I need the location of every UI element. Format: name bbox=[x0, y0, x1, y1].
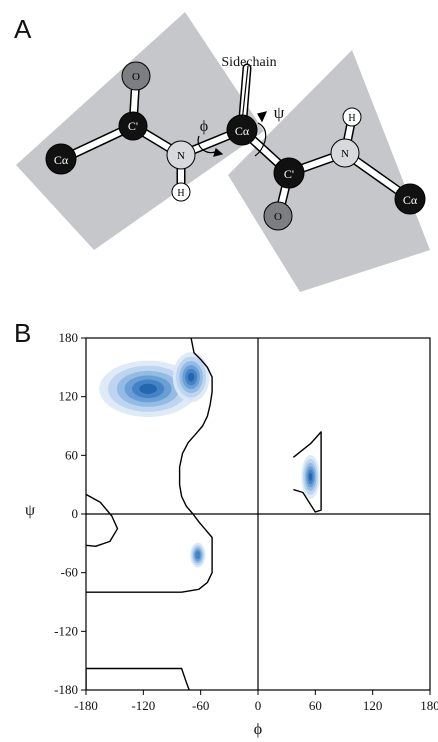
panel-b-letter: B bbox=[14, 318, 32, 348]
zero-axis-lines bbox=[86, 338, 430, 690]
phi-symbol: ϕ bbox=[200, 118, 208, 135]
svg-text:Cα: Cα bbox=[54, 153, 69, 167]
svg-text:C': C' bbox=[128, 119, 138, 133]
density-cluster-alpha-R bbox=[190, 542, 206, 568]
x-axis-ticks: -180 -120 -60 0 60 120 180 bbox=[74, 690, 438, 713]
atom-c-prime-right: C' bbox=[273, 157, 305, 189]
atom-c-prime-left: C' bbox=[118, 111, 148, 141]
x-tick-label: 0 bbox=[255, 698, 262, 713]
allowed-region-boundaries bbox=[86, 338, 322, 690]
density-cluster-alpha-L bbox=[301, 454, 320, 499]
y-tick-label: 60 bbox=[65, 447, 78, 462]
atom-ca-center: Cα bbox=[226, 114, 258, 146]
svg-text:C': C' bbox=[284, 167, 294, 181]
atom-h-right: H bbox=[342, 107, 362, 127]
y-tick-label: -120 bbox=[54, 623, 78, 638]
x-tick-label: 60 bbox=[309, 698, 322, 713]
panel-a-letter: A bbox=[14, 14, 32, 44]
y-tick-label: 0 bbox=[72, 506, 79, 521]
svg-text:H: H bbox=[348, 113, 355, 124]
y-axis-ticks: 180 120 60 0 -60 -120 -180 bbox=[54, 330, 86, 697]
y-tick-label: 120 bbox=[59, 389, 79, 404]
svg-text:H: H bbox=[177, 188, 184, 199]
panel-a-molecule: Cα O C' N H Cα C' O bbox=[16, 12, 430, 292]
atom-h-left: H bbox=[171, 182, 191, 202]
density-level-beta-5 bbox=[139, 383, 157, 394]
density-layer bbox=[99, 352, 320, 568]
y-axis-label: ψ bbox=[25, 502, 35, 519]
y-tick-label: -180 bbox=[54, 682, 78, 697]
atom-ca-left: Cα bbox=[45, 143, 77, 175]
x-tick-label: 180 bbox=[420, 698, 438, 713]
x-axis-label: ϕ bbox=[254, 721, 262, 738]
boundary-line-0 bbox=[86, 338, 213, 593]
psi-rotation-arrow bbox=[254, 111, 268, 157]
svg-text:O: O bbox=[132, 71, 140, 83]
atom-o-right: O bbox=[263, 201, 293, 231]
svg-text:O: O bbox=[274, 211, 282, 223]
boundary-line-3 bbox=[86, 667, 190, 690]
svg-text:N: N bbox=[177, 150, 185, 162]
density-level-alpha-L-5 bbox=[308, 472, 313, 481]
svg-text:Cα: Cα bbox=[235, 124, 250, 138]
psi-symbol: ψ bbox=[274, 103, 285, 122]
y-tick-label: -60 bbox=[61, 565, 78, 580]
boundary-line-2 bbox=[292, 431, 322, 513]
ramachandran-plot: -180 -120 -60 0 60 120 180 180120600-60-120-18… bbox=[25, 330, 438, 738]
density-cluster-beta-ppII bbox=[172, 352, 210, 403]
peptide-plane-right bbox=[228, 50, 430, 292]
boundary-line-1 bbox=[86, 493, 119, 547]
atom-n-right: N bbox=[330, 138, 360, 168]
atom-o-left: O bbox=[121, 61, 151, 91]
x-tick-label: -60 bbox=[192, 698, 209, 713]
svg-text:N: N bbox=[341, 148, 349, 160]
sidechain-label: Sidechain bbox=[221, 55, 276, 70]
y-tick-label: 180 bbox=[59, 330, 79, 345]
density-cluster-beta bbox=[99, 360, 198, 418]
phi-rotation-arrow bbox=[197, 135, 224, 157]
density-level-alpha-R-4 bbox=[195, 550, 201, 560]
x-tick-label: 120 bbox=[363, 698, 383, 713]
sidechain-bond bbox=[241, 65, 249, 123]
density-level-beta-ppII-5 bbox=[187, 372, 195, 382]
atom-ca-right: Cα bbox=[394, 183, 426, 215]
svg-text:Cα: Cα bbox=[403, 193, 418, 207]
x-tick-label: -180 bbox=[74, 698, 98, 713]
x-tick-label: -120 bbox=[131, 698, 155, 713]
atom-n-left: N bbox=[166, 140, 196, 170]
